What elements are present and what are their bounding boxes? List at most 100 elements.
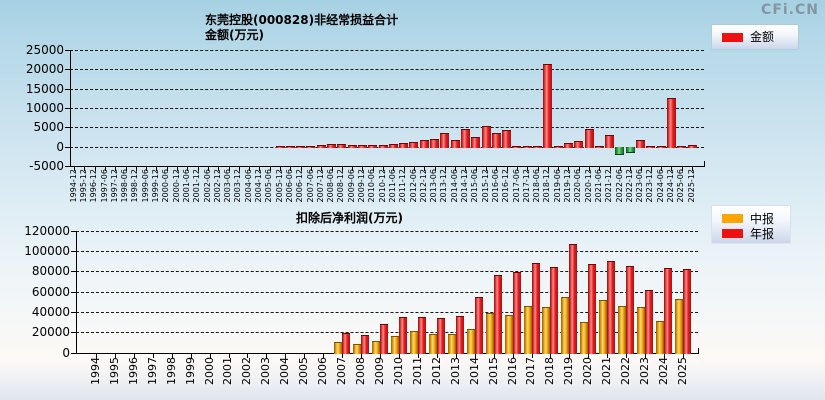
x-axis-tick: [398, 352, 400, 358]
amount-bar: [512, 146, 522, 148]
x-axis-label: 2017-12: [521, 169, 531, 203]
x-axis-label: 2000: [202, 357, 216, 385]
gridline: [70, 50, 704, 51]
legend-item-interim: 中报: [712, 211, 790, 226]
x-axis-label: 2008-06: [326, 169, 336, 203]
x-axis-tick: [455, 352, 457, 358]
legend-label-amount: 金额: [750, 30, 775, 44]
x-axis-label: 2021-12: [604, 169, 614, 203]
x-axis-label: 2011-06: [387, 169, 397, 203]
cfi-logo[interactable]: CFi.CN: [761, 2, 819, 18]
x-axis-label: 1997-06: [99, 169, 109, 203]
amount-bar: [440, 133, 450, 148]
amount-bar: [574, 140, 584, 148]
y-axis-line: [76, 230, 77, 354]
interim-bar: [428, 333, 437, 354]
x-axis-label: 2005-06: [264, 169, 274, 203]
x-axis-tick: [413, 165, 415, 171]
x-axis-label: 2002: [240, 357, 254, 385]
bottom-chart-legend: 中报 年报: [712, 206, 790, 243]
legend-swatch-amount: [722, 32, 743, 42]
x-axis-tick: [607, 352, 609, 358]
y-axis-label: 5000: [33, 120, 64, 135]
amount-bar: [522, 145, 532, 148]
x-axis-label: 1999: [183, 357, 197, 385]
amount-bar: [357, 145, 367, 148]
x-axis-tick: [171, 352, 173, 358]
x-axis-tick: [104, 165, 106, 171]
x-axis-label: 2019: [562, 357, 576, 385]
x-axis-label: 2003: [259, 357, 273, 385]
x-axis-tick: [125, 165, 127, 171]
x-axis-label: 2007: [335, 357, 349, 385]
x-axis-label: 2021: [600, 357, 614, 385]
x-axis-tick: [599, 165, 601, 171]
x-axis-label: 2015: [486, 357, 500, 385]
x-axis-tick: [114, 352, 116, 358]
amount-bar: [460, 128, 470, 148]
x-axis-label: 1999-12: [151, 169, 160, 203]
y-axis-tick: [71, 332, 76, 334]
amount-bar: [316, 145, 326, 148]
amount-bar: [491, 133, 501, 148]
gridline: [76, 271, 698, 273]
y-axis-tick: [65, 146, 70, 148]
x-axis-label: 2014-06: [449, 169, 459, 203]
x-axis-tick: [527, 165, 529, 171]
x-axis-label: 2009-06: [346, 169, 356, 203]
x-axis-label: 2020: [581, 357, 595, 385]
x-axis-label: 2001-06: [181, 169, 191, 203]
x-axis-tick: [310, 165, 312, 171]
x-axis-tick: [228, 352, 230, 358]
x-axis-tick: [512, 352, 514, 358]
y-axis-label: 0: [62, 345, 70, 360]
legend-swatch-interim: [722, 214, 743, 223]
x-axis-tick: [352, 165, 354, 171]
x-axis-line: [70, 165, 704, 167]
annual-bar: [682, 268, 691, 354]
y-axis-tick: [65, 88, 70, 90]
gridline: [70, 88, 704, 90]
x-axis-label: 1996: [126, 357, 140, 385]
y-axis-tick: [71, 271, 76, 273]
amount-bar: [409, 141, 419, 148]
x-axis-label: 2006-12: [295, 169, 305, 203]
x-axis-tick: [650, 165, 652, 171]
x-axis-tick: [190, 352, 192, 358]
amount-bar: [388, 144, 398, 148]
amount-bar: [368, 145, 378, 148]
x-axis-tick: [475, 165, 477, 171]
x-axis-tick: [321, 165, 323, 171]
x-axis-label: 2010-06: [367, 169, 377, 203]
x-axis-label: 2016-06: [490, 169, 500, 203]
y-axis-label: 0: [56, 139, 64, 154]
interim-bar: [390, 335, 399, 354]
annual-bar: [626, 265, 635, 354]
x-axis-tick: [300, 165, 302, 171]
x-axis-label: 2022-06: [614, 169, 624, 203]
y-axis-line: [70, 50, 71, 167]
y-axis-label: 120000: [24, 223, 70, 238]
x-axis-tick: [197, 165, 199, 171]
x-axis-label: 2012-06: [408, 169, 418, 203]
x-axis-tick: [133, 352, 135, 358]
x-axis-label: 2023-06: [635, 169, 645, 203]
amount-bar: [563, 143, 573, 148]
interim-bar: [372, 340, 381, 354]
annual-bar: [531, 262, 540, 354]
y-axis-label: 20000: [25, 62, 64, 77]
amount-bar: [687, 144, 697, 148]
x-axis-label: 2024-12: [666, 169, 675, 203]
y-axis-tick: [65, 69, 70, 71]
x-axis-tick: [486, 165, 487, 171]
x-axis-tick: [280, 165, 281, 171]
annual-bar: [664, 267, 673, 354]
x-axis-label: 2011-12: [398, 169, 408, 203]
gridline: [70, 69, 704, 71]
x-axis-label: 2005-12: [274, 169, 284, 203]
x-axis-label: 2024-06: [655, 169, 665, 203]
x-axis-label: 2017: [524, 357, 538, 385]
y-axis-tick: [65, 50, 70, 51]
x-axis-label: 2006-06: [284, 169, 294, 203]
x-axis-label: 2022-12: [624, 169, 634, 203]
